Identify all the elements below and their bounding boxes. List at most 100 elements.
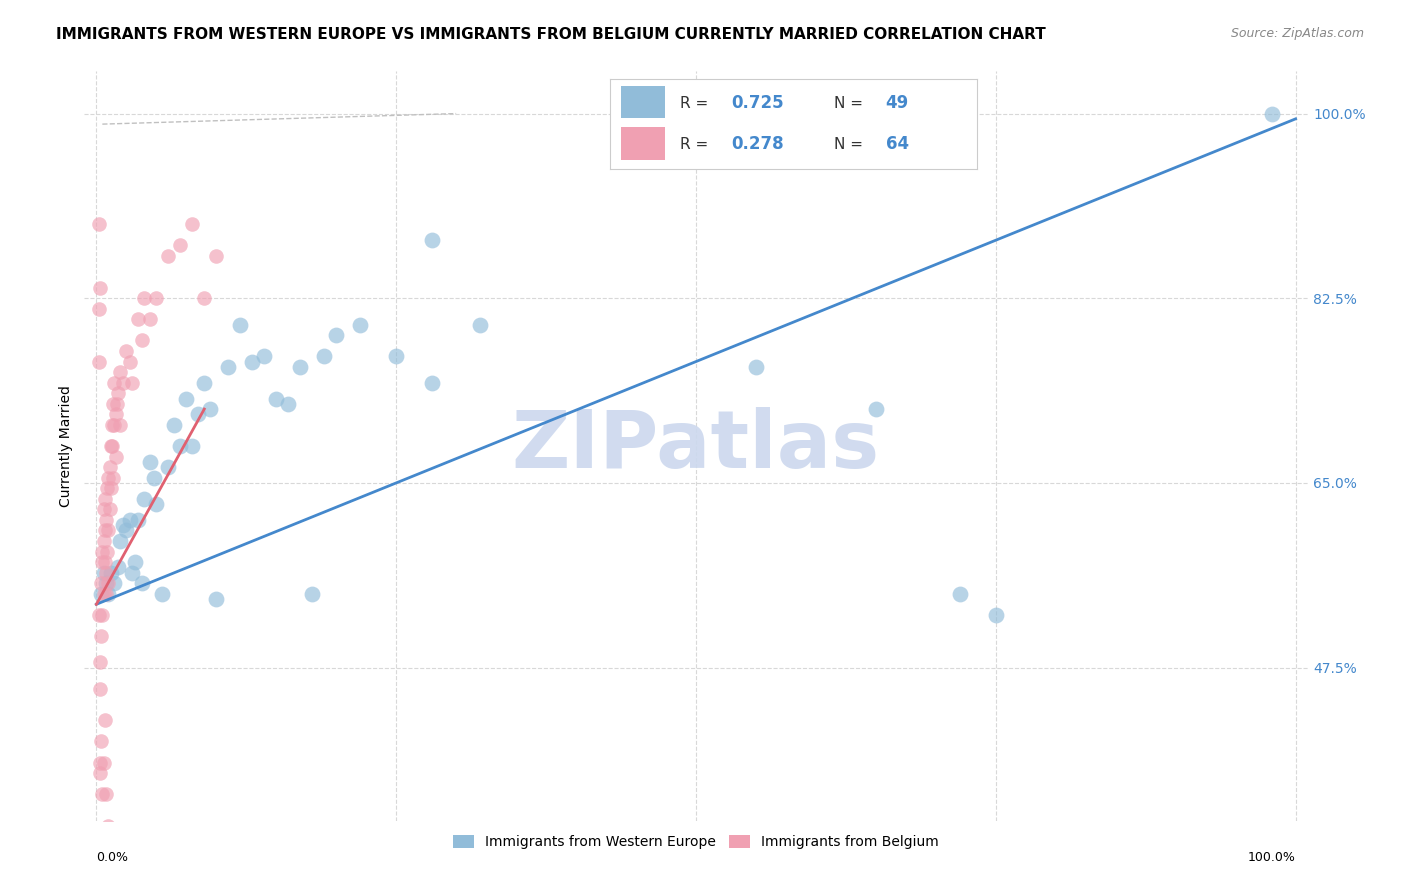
Point (87, 218, 110, 232)
Point (104, 450, 127, 464)
Point (103, 417, 125, 432)
Point (97, 524, 120, 538)
Point (100, 439, 122, 453)
Point (984, 607, 1007, 622)
Text: 100.0%: 100.0% (1247, 851, 1295, 864)
Point (163, 417, 186, 432)
Point (115, 344, 138, 359)
Point (94, 566, 117, 580)
Point (131, 576, 153, 591)
Point (87, 607, 110, 622)
Point (301, 587, 323, 601)
Point (865, 402, 887, 417)
Point (121, 376, 143, 390)
Point (253, 349, 276, 363)
Point (420, 376, 443, 390)
Point (93, 491, 117, 506)
Point (98, 502, 121, 516)
Point (107, 386, 129, 401)
Point (127, 513, 149, 527)
Point (93, 587, 115, 601)
Text: Source: ZipAtlas.com: Source: ZipAtlas.com (1230, 27, 1364, 40)
Point (96, 544, 118, 558)
Point (91, 787, 114, 801)
Point (145, 291, 167, 305)
Point (100, 566, 122, 580)
Point (200, 402, 222, 417)
Point (115, 524, 138, 538)
Point (104, 408, 127, 422)
Point (94, 576, 117, 591)
Point (193, 291, 215, 305)
Point (169, 439, 191, 453)
Text: ZIPatlas: ZIPatlas (512, 407, 880, 485)
Point (181, 218, 204, 232)
Point (90, 734, 112, 748)
Point (93, 756, 115, 770)
Point (91, 555, 114, 569)
Point (89, 681, 111, 696)
Point (157, 249, 180, 263)
Point (90, 576, 112, 591)
Point (111, 376, 134, 390)
Y-axis label: Currently Married: Currently Married (59, 385, 73, 507)
Point (101, 470, 124, 484)
Point (103, 376, 125, 390)
Text: 0.0%: 0.0% (97, 851, 128, 864)
Point (349, 318, 371, 332)
Point (100, 481, 122, 495)
Point (93, 555, 117, 569)
Point (134, 491, 156, 506)
Point (124, 555, 146, 569)
Point (90, 629, 112, 643)
Point (131, 334, 153, 348)
Point (110, 417, 132, 432)
Point (385, 349, 408, 363)
Point (94, 587, 117, 601)
Point (169, 238, 191, 252)
Point (187, 408, 209, 422)
Point (97, 587, 120, 601)
Point (290, 359, 312, 374)
Point (91, 607, 114, 622)
Legend: Immigrants from Western Europe, Immigrants from Belgium: Immigrants from Western Europe, Immigran… (447, 830, 945, 855)
Point (264, 392, 287, 406)
Point (87, 354, 110, 368)
Point (93, 533, 115, 548)
Point (101, 439, 124, 453)
Point (93, 502, 115, 516)
Point (142, 470, 165, 484)
Point (101, 397, 124, 411)
Point (325, 328, 347, 343)
Point (205, 592, 228, 607)
Point (90, 587, 112, 601)
Point (181, 439, 204, 453)
Point (94, 513, 117, 527)
Point (97, 576, 120, 591)
Point (949, 587, 972, 601)
Point (420, 233, 443, 247)
Point (745, 359, 768, 374)
Point (105, 397, 128, 411)
Point (174, 392, 197, 406)
Point (217, 359, 239, 374)
Point (111, 518, 134, 533)
Text: IMMIGRANTS FROM WESTERN EUROPE VS IMMIGRANTS FROM BELGIUM CURRENTLY MARRIED CORR: IMMIGRANTS FROM WESTERN EUROPE VS IMMIGR… (56, 27, 1046, 42)
Point (240, 354, 263, 368)
Point (139, 455, 162, 469)
Point (97, 819, 120, 833)
Point (145, 497, 167, 511)
Point (134, 291, 156, 305)
Point (93, 714, 117, 728)
Point (110, 365, 132, 379)
Point (93, 566, 115, 580)
Point (110, 533, 132, 548)
Point (277, 397, 299, 411)
Point (89, 656, 111, 670)
Point (91, 544, 114, 558)
Point (98, 460, 121, 475)
Point (107, 560, 129, 574)
Point (121, 566, 143, 580)
Point (97, 470, 120, 484)
Point (101, 417, 124, 432)
